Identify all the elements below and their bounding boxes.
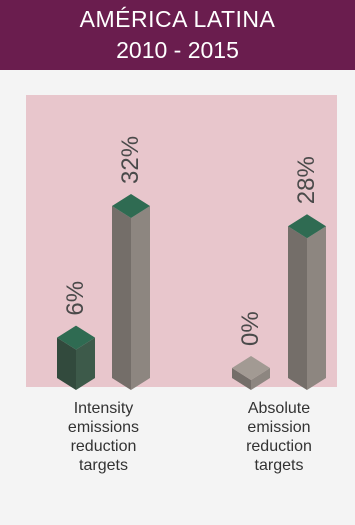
bar-1-1-right-face	[307, 226, 326, 390]
bar-0-1-left-face	[112, 206, 131, 390]
bar-1-1-left-face	[288, 226, 307, 390]
bar-1-1-value-label: 28%	[293, 156, 320, 204]
bar-1-0-right-face	[251, 368, 270, 390]
bar-0-1-right-face	[131, 206, 150, 390]
x-label-line: emissions	[67, 419, 140, 436]
chart-title: AMÉRICA LATINA	[79, 6, 276, 32]
x-label-line: targets	[79, 457, 128, 474]
bar-1-0-top-face	[232, 356, 270, 380]
chart-header: AMÉRICA LATINA 2010 - 2015	[0, 0, 355, 70]
bar-0-0-right-face	[76, 337, 95, 390]
bar-0-1-top-face	[112, 194, 150, 218]
x-label-line: targets	[254, 457, 304, 474]
x-label-line: reduction	[70, 438, 137, 455]
chart-subtitle: 2010 - 2015	[116, 37, 239, 63]
x-label-line: Absolute	[247, 400, 311, 417]
bar-0-0-top-face	[57, 325, 95, 350]
x-label-line: Intensity	[73, 400, 134, 417]
x-label-intensity: Intensity emissions reduction targets	[39, 399, 169, 475]
x-label-absolute: Absolute emission reduction targets	[214, 399, 344, 475]
bar-0-0-value-label: 6%	[62, 281, 89, 316]
bar-0-0-left-face	[57, 337, 76, 390]
bar-1-1-top-face	[288, 214, 326, 239]
bar-1-0-value-label: 0%	[237, 311, 264, 346]
bar-1-0-left-face	[232, 368, 251, 390]
bar-0-1-value-label: 32%	[117, 136, 144, 184]
x-label-line: reduction	[246, 438, 312, 455]
x-label-line: emission	[247, 419, 311, 436]
